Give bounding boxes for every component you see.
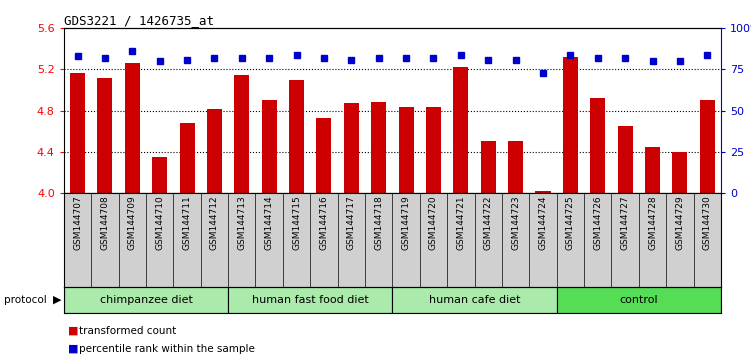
Bar: [228, 287, 392, 313]
Text: GSM144710: GSM144710: [155, 196, 164, 251]
Text: ■: ■: [68, 344, 78, 354]
Bar: [70, 73, 85, 193]
Text: GSM144707: GSM144707: [73, 196, 82, 251]
Text: human cafe diet: human cafe diet: [429, 295, 520, 305]
Text: GSM144728: GSM144728: [648, 196, 657, 250]
Text: GSM144714: GSM144714: [264, 196, 273, 250]
Bar: [234, 75, 249, 193]
Bar: [371, 102, 386, 193]
Text: ▶: ▶: [53, 295, 62, 305]
Bar: [508, 142, 523, 193]
Text: GSM144726: GSM144726: [593, 196, 602, 250]
Text: GSM144722: GSM144722: [484, 196, 493, 250]
Text: GSM144724: GSM144724: [538, 196, 547, 250]
Bar: [399, 107, 414, 193]
Text: GSM144717: GSM144717: [347, 196, 356, 251]
Bar: [590, 98, 605, 193]
Bar: [392, 287, 556, 313]
Bar: [617, 126, 632, 193]
Text: transformed count: transformed count: [79, 326, 176, 336]
Bar: [179, 123, 195, 193]
Bar: [316, 118, 331, 193]
Text: percentile rank within the sample: percentile rank within the sample: [79, 344, 255, 354]
Text: ■: ■: [68, 326, 78, 336]
Text: protocol: protocol: [4, 295, 47, 305]
Text: GSM144723: GSM144723: [511, 196, 520, 250]
Bar: [700, 100, 715, 193]
Bar: [261, 100, 276, 193]
Text: control: control: [620, 295, 658, 305]
Text: GSM144711: GSM144711: [182, 196, 192, 251]
Text: human fast food diet: human fast food diet: [252, 295, 369, 305]
Bar: [125, 63, 140, 193]
Text: GSM144709: GSM144709: [128, 196, 137, 251]
Text: GSM144730: GSM144730: [703, 196, 712, 251]
Bar: [98, 78, 113, 193]
Bar: [207, 109, 222, 193]
Text: GSM144725: GSM144725: [566, 196, 575, 250]
Bar: [152, 157, 167, 193]
Bar: [481, 142, 496, 193]
Text: GSM144720: GSM144720: [429, 196, 438, 250]
Bar: [454, 67, 469, 193]
Text: GSM144729: GSM144729: [675, 196, 684, 250]
Text: GSM144718: GSM144718: [374, 196, 383, 251]
Text: GDS3221 / 1426735_at: GDS3221 / 1426735_at: [64, 14, 214, 27]
Text: GSM144721: GSM144721: [457, 196, 466, 250]
Bar: [672, 152, 687, 193]
Bar: [426, 107, 441, 193]
Bar: [64, 287, 228, 313]
Text: GSM144715: GSM144715: [292, 196, 301, 251]
Bar: [535, 191, 550, 193]
Bar: [562, 57, 578, 193]
Text: GSM144716: GSM144716: [319, 196, 328, 251]
Bar: [645, 147, 660, 193]
Bar: [344, 103, 359, 193]
Text: GSM144708: GSM144708: [101, 196, 110, 251]
Text: GSM144727: GSM144727: [620, 196, 629, 250]
Text: GSM144712: GSM144712: [210, 196, 219, 250]
Text: chimpanzee diet: chimpanzee diet: [100, 295, 192, 305]
Bar: [289, 80, 304, 193]
Text: GSM144719: GSM144719: [402, 196, 411, 251]
Text: GSM144713: GSM144713: [237, 196, 246, 251]
Bar: [556, 287, 721, 313]
